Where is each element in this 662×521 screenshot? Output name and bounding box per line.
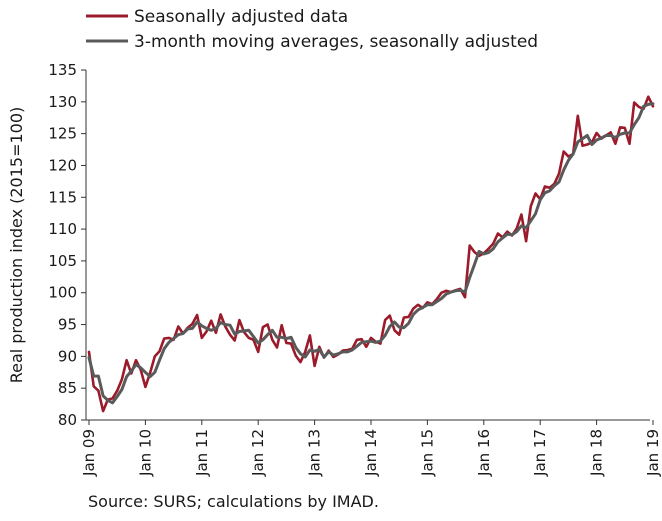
y-tick-label: 80 — [58, 411, 77, 429]
legend: Seasonally adjusted data 3-month moving … — [86, 7, 538, 52]
y-tick-label: 105 — [48, 252, 77, 270]
x-tick-label: Jan 12 — [249, 429, 267, 477]
y-tick-label: 125 — [48, 125, 77, 143]
y-tick-label: 110 — [48, 220, 77, 238]
series-line-seasonally-adjusted — [87, 95, 655, 413]
y-tick-label: 120 — [48, 156, 77, 174]
x-tick-label: Jan 16 — [475, 429, 493, 477]
series-line-moving-average — [87, 102, 655, 405]
legend-label-moving-average: 3-month moving averages, seasonally adju… — [134, 32, 538, 52]
y-tick-label: 85 — [58, 379, 77, 397]
legend-item-moving-average: 3-month moving averages, seasonally adju… — [86, 32, 538, 52]
legend-label-seasonally-adjusted: Seasonally adjusted data — [134, 7, 348, 27]
axes: 80 85 90 95 100 105 110 115 120 125 130 135 Jan 09 Ja… — [48, 61, 662, 477]
x-tick-label: Jan 19 — [644, 429, 662, 477]
source-note: Source: SURS; calculations by IMAD. — [88, 492, 379, 511]
x-tick-label: Jan 18 — [588, 429, 606, 477]
x-tick-label: Jan 14 — [362, 429, 380, 477]
plot-lines — [87, 95, 655, 413]
y-tick-label: 90 — [58, 347, 77, 365]
x-tick-label: Jan 17 — [531, 429, 549, 477]
y-tick-label: 115 — [48, 188, 77, 206]
y-axis-title: Real production index (2015=100) — [7, 107, 26, 384]
legend-item-seasonally-adjusted: Seasonally adjusted data — [86, 7, 348, 27]
y-tick-label: 100 — [48, 284, 77, 302]
x-tick-label: Jan 09 — [80, 429, 98, 477]
y-tick-label: 130 — [48, 93, 77, 111]
x-tick-label: Jan 13 — [306, 429, 324, 477]
x-tick-label: Jan 11 — [193, 429, 211, 477]
x-tick-label: Jan 10 — [136, 429, 154, 477]
y-tick-label: 135 — [48, 61, 77, 79]
x-tick-label: Jan 15 — [418, 429, 436, 477]
y-tick-label: 95 — [58, 316, 77, 334]
